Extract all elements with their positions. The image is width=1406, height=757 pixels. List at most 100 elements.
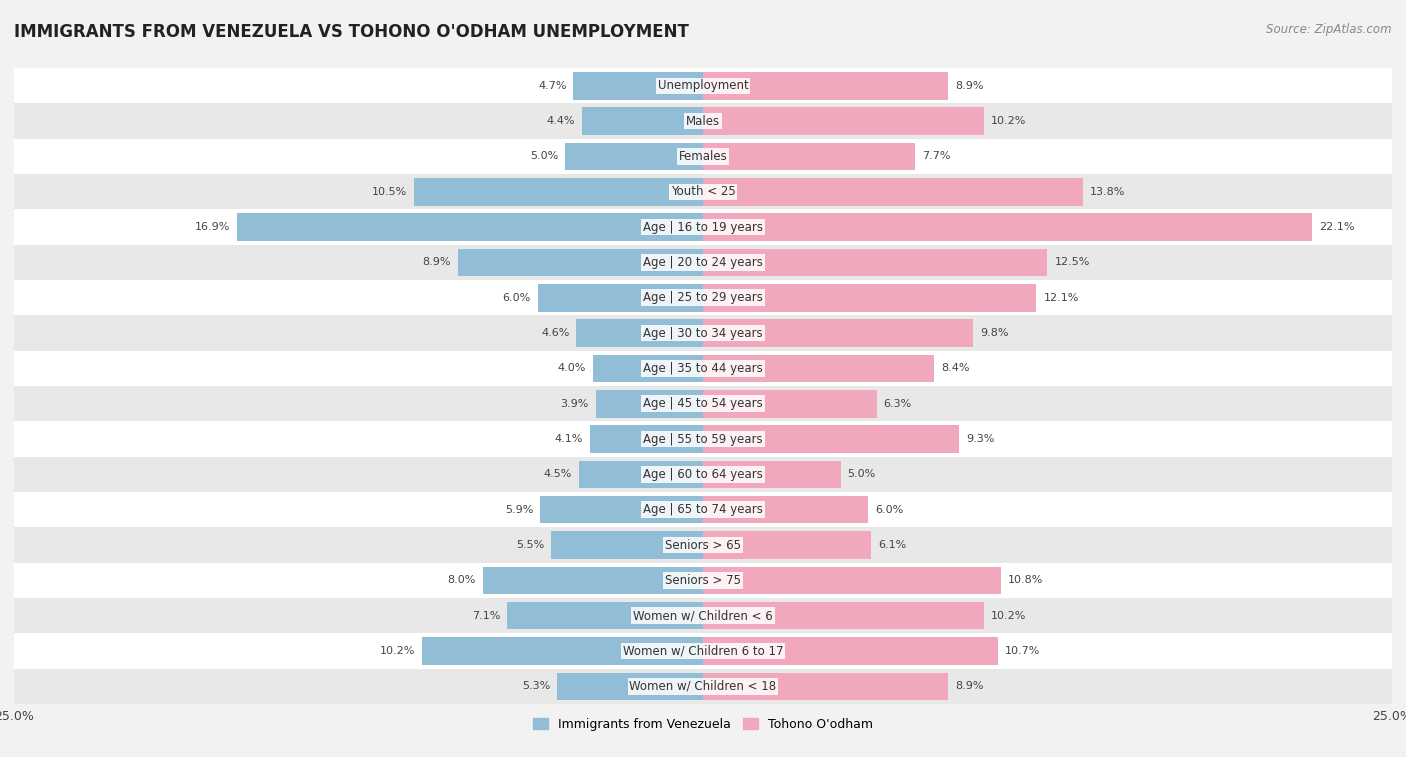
Bar (576, 319, 703, 347)
Bar (14, 634, 1392, 668)
Text: 13.8%: 13.8% (1090, 187, 1126, 197)
Bar (14, 386, 1392, 422)
Text: 4.6%: 4.6% (541, 328, 569, 338)
Text: Unemployment: Unemployment (658, 79, 748, 92)
Bar (593, 354, 703, 382)
Bar (703, 107, 984, 135)
Text: 10.2%: 10.2% (991, 611, 1026, 621)
Bar (565, 142, 703, 170)
Text: Age | 60 to 64 years: Age | 60 to 64 years (643, 468, 763, 481)
Text: 8.9%: 8.9% (422, 257, 451, 267)
Legend: Immigrants from Venezuela, Tohono O'odham: Immigrants from Venezuela, Tohono O'odha… (527, 713, 879, 736)
Bar (703, 248, 1047, 276)
Bar (458, 248, 703, 276)
Text: 4.0%: 4.0% (558, 363, 586, 373)
Bar (703, 566, 1001, 594)
Bar (14, 280, 1392, 316)
Text: Age | 35 to 44 years: Age | 35 to 44 years (643, 362, 763, 375)
Bar (14, 668, 1392, 704)
Text: 4.7%: 4.7% (538, 81, 567, 91)
Bar (14, 528, 1392, 562)
Text: 5.0%: 5.0% (530, 151, 558, 161)
Bar (238, 213, 703, 241)
Bar (703, 390, 876, 418)
Text: 5.3%: 5.3% (522, 681, 550, 691)
Text: 6.1%: 6.1% (877, 540, 907, 550)
Text: Women w/ Children < 6: Women w/ Children < 6 (633, 609, 773, 622)
Bar (508, 602, 703, 630)
Text: Age | 55 to 59 years: Age | 55 to 59 years (643, 432, 763, 446)
Bar (540, 496, 703, 524)
Bar (14, 245, 1392, 280)
Text: IMMIGRANTS FROM VENEZUELA VS TOHONO O'ODHAM UNEMPLOYMENT: IMMIGRANTS FROM VENEZUELA VS TOHONO O'OD… (14, 23, 689, 41)
Text: 10.2%: 10.2% (991, 116, 1026, 126)
Text: 7.7%: 7.7% (922, 151, 950, 161)
Text: 9.3%: 9.3% (966, 434, 994, 444)
Bar (703, 142, 915, 170)
Text: Youth < 25: Youth < 25 (671, 185, 735, 198)
Bar (574, 72, 703, 100)
Bar (703, 284, 1036, 312)
Text: 8.9%: 8.9% (955, 81, 984, 91)
Text: 10.7%: 10.7% (1005, 646, 1040, 656)
Text: 8.9%: 8.9% (955, 681, 984, 691)
Text: Age | 30 to 34 years: Age | 30 to 34 years (643, 326, 763, 340)
Bar (14, 562, 1392, 598)
Text: 9.8%: 9.8% (980, 328, 1008, 338)
Text: Age | 20 to 24 years: Age | 20 to 24 years (643, 256, 763, 269)
Bar (703, 496, 869, 524)
Text: 12.5%: 12.5% (1054, 257, 1090, 267)
Text: 12.1%: 12.1% (1043, 293, 1078, 303)
Bar (14, 422, 1392, 456)
Text: 5.0%: 5.0% (848, 469, 876, 479)
Bar (703, 531, 872, 559)
Bar (14, 174, 1392, 210)
Bar (703, 425, 959, 453)
Bar (14, 350, 1392, 386)
Text: Women w/ Children 6 to 17: Women w/ Children 6 to 17 (623, 644, 783, 658)
Bar (551, 531, 703, 559)
Bar (703, 319, 973, 347)
Text: Males: Males (686, 114, 720, 128)
Text: Females: Females (679, 150, 727, 163)
Bar (703, 602, 984, 630)
Bar (537, 284, 703, 312)
Text: Seniors > 75: Seniors > 75 (665, 574, 741, 587)
Bar (591, 425, 703, 453)
Bar (703, 213, 1312, 241)
Text: 4.1%: 4.1% (555, 434, 583, 444)
Bar (14, 598, 1392, 634)
Text: 5.5%: 5.5% (516, 540, 544, 550)
Text: 6.0%: 6.0% (875, 505, 904, 515)
Bar (422, 637, 703, 665)
Bar (703, 354, 935, 382)
Text: 16.9%: 16.9% (195, 222, 231, 232)
Bar (703, 672, 948, 700)
Bar (14, 68, 1392, 104)
Text: 8.4%: 8.4% (942, 363, 970, 373)
Text: Age | 45 to 54 years: Age | 45 to 54 years (643, 397, 763, 410)
Bar (579, 460, 703, 488)
Bar (413, 178, 703, 206)
Text: Seniors > 65: Seniors > 65 (665, 538, 741, 552)
Text: Age | 16 to 19 years: Age | 16 to 19 years (643, 220, 763, 234)
Text: 6.0%: 6.0% (502, 293, 531, 303)
Text: Source: ZipAtlas.com: Source: ZipAtlas.com (1267, 23, 1392, 36)
Text: 4.4%: 4.4% (547, 116, 575, 126)
Text: 3.9%: 3.9% (560, 399, 589, 409)
Bar (14, 210, 1392, 245)
Bar (703, 178, 1083, 206)
Bar (703, 460, 841, 488)
Text: 5.9%: 5.9% (505, 505, 533, 515)
Text: Women w/ Children < 18: Women w/ Children < 18 (630, 680, 776, 693)
Bar (703, 637, 998, 665)
Bar (14, 316, 1392, 350)
Text: 10.8%: 10.8% (1008, 575, 1043, 585)
Text: 4.5%: 4.5% (544, 469, 572, 479)
Bar (14, 492, 1392, 528)
Text: 22.1%: 22.1% (1319, 222, 1354, 232)
Text: 10.2%: 10.2% (380, 646, 415, 656)
Text: 6.3%: 6.3% (883, 399, 911, 409)
Bar (557, 672, 703, 700)
Text: 7.1%: 7.1% (472, 611, 501, 621)
